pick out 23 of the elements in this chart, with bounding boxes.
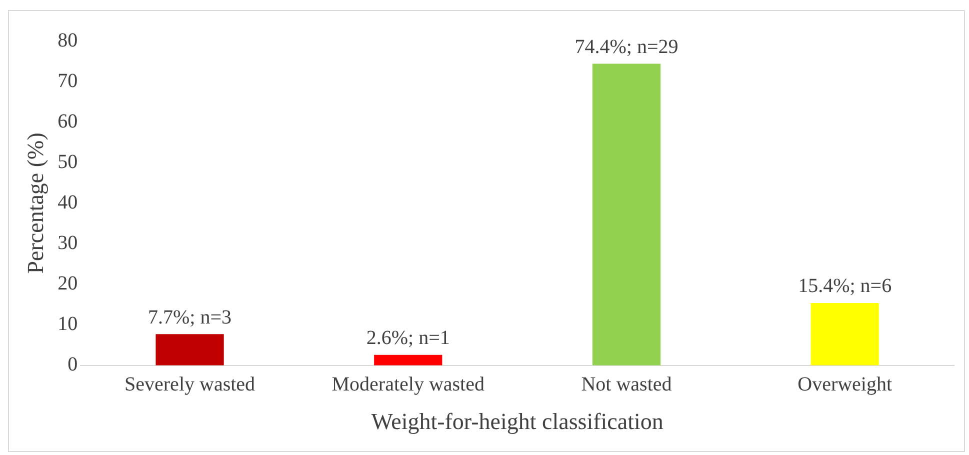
y-tick-label: 40 [58, 191, 78, 214]
y-tick-label: 0 [68, 354, 78, 376]
bar [592, 64, 661, 366]
data-label: 7.7%; n=3 [148, 306, 232, 328]
y-tick-label: 50 [58, 150, 78, 173]
x-tick-label: Severely wasted [124, 374, 256, 396]
x-tick-label: Overweight [798, 374, 892, 396]
x-tick-label: Not wasted [581, 374, 672, 396]
bar [156, 334, 224, 366]
data-label: 15.4%; n=6 [798, 275, 892, 298]
y-tick-label: 60 [58, 110, 78, 132]
bar [374, 354, 442, 366]
y-tick-label: 70 [58, 70, 78, 92]
x-axis-title: Weight-for-height classification [371, 409, 664, 434]
y-tick-label: 10 [58, 313, 78, 336]
x-tick-label: Moderately wasted [332, 374, 484, 396]
bar [810, 302, 879, 366]
y-tick-label: 20 [58, 272, 78, 295]
y-axis-title: Percentage (%) [22, 132, 48, 274]
y-tick-label: 80 [58, 29, 78, 52]
y-tick-label: 30 [58, 232, 78, 254]
data-label: 74.4%; n=29 [574, 36, 678, 58]
data-label: 2.6%; n=1 [366, 327, 450, 350]
